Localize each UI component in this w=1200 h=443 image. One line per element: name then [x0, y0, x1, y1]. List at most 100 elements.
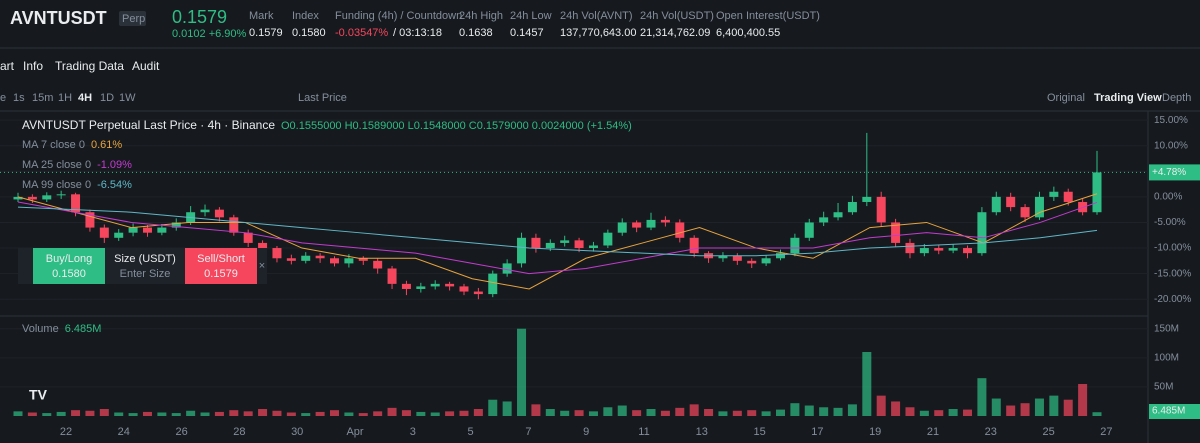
candle-body: [718, 255, 728, 259]
candle-body: [99, 227, 109, 238]
x-tick-label: 17: [811, 426, 823, 438]
candle-body: [416, 286, 426, 289]
candle-body: [488, 273, 498, 295]
candle-body: [747, 260, 757, 264]
sell-button[interactable]: [185, 248, 257, 284]
volume-bar: [934, 410, 944, 416]
interval[interactable]: 1H: [58, 92, 72, 104]
candle-body: [330, 258, 340, 264]
x-tick-label: 30: [291, 426, 303, 438]
candle-body: [574, 240, 584, 249]
badge: Perp: [122, 13, 145, 25]
candle-body: [919, 248, 929, 254]
volume-bar: [517, 328, 527, 416]
view-tab[interactable]: Original: [1047, 92, 1085, 104]
tab[interactable]: Info: [23, 59, 43, 73]
volume-bar: [171, 413, 181, 416]
ma-value: 0.61%: [91, 139, 122, 151]
candle-body: [214, 209, 224, 218]
candle-body: [200, 209, 210, 213]
candle-body: [934, 248, 944, 251]
buy-price[interactable]: 0.1580: [52, 268, 86, 280]
stat-value: -0.03547%: [335, 27, 388, 39]
volume-bar: [1049, 395, 1059, 416]
stat-value: 0.1457: [510, 27, 544, 39]
candle-body: [142, 227, 152, 233]
volume-bar: [1063, 399, 1073, 416]
candle-body: [531, 237, 541, 249]
stat-value: 6,400,400.55: [716, 27, 780, 39]
volume-bar: [775, 409, 785, 416]
ma-legend: MA 99 close 0: [22, 179, 91, 191]
volume-bar: [56, 411, 66, 416]
chart-title: AVNTUSDT Perpetual Last Price · 4h · Bin…: [22, 118, 275, 132]
candle-body: [617, 222, 627, 233]
interval[interactable]: 4H: [78, 92, 92, 104]
candle-body: [963, 248, 973, 254]
y-tick-label: -10.00%: [1154, 243, 1191, 254]
volume-bar: [732, 410, 742, 416]
x-tick-label: 15: [753, 426, 765, 438]
interval[interactable]: 15m: [32, 92, 53, 104]
x-tick-label: 3: [410, 426, 416, 438]
view-tab[interactable]: Trading View: [1094, 92, 1162, 104]
volume-bar: [761, 411, 771, 416]
candle-body: [876, 196, 886, 223]
buy-button[interactable]: [33, 248, 105, 284]
volume-bar: [200, 412, 210, 416]
volume-bar: [574, 410, 584, 416]
volume-bar: [502, 401, 512, 416]
size-label: Size (USDT): [114, 253, 176, 265]
interval[interactable]: e: [0, 92, 6, 104]
volume-bar: [891, 401, 901, 416]
tab[interactable]: art: [0, 59, 15, 73]
candle-body: [27, 196, 37, 200]
candle-body: [171, 222, 181, 228]
volume-bar: [387, 407, 397, 416]
volume-bar: [315, 411, 325, 416]
view-tab[interactable]: Depth: [1162, 92, 1191, 104]
volume-bar: [804, 405, 814, 416]
symbol[interactable]: AVNTUSDT: [10, 8, 107, 28]
interval[interactable]: 1s: [13, 92, 25, 104]
candle-body: [819, 217, 829, 223]
candle-body: [301, 255, 311, 261]
volume-bar: [790, 403, 800, 416]
volume-bar: [243, 411, 253, 416]
ma-line: [17, 206, 1098, 257]
volume-bar: [1020, 403, 1030, 416]
order-panel: Buy/Long 0.1580 Size (USDT) Enter Size S…: [18, 248, 267, 284]
close-icon[interactable]: ×: [259, 260, 265, 272]
size-input[interactable]: Enter Size: [120, 268, 171, 280]
volume-bar: [99, 409, 109, 416]
candle-body: [790, 237, 800, 254]
candle-body: [847, 201, 857, 213]
ma-line: [17, 193, 1098, 290]
stat-value: 21,314,762.09: [640, 27, 710, 39]
sell-price[interactable]: 0.1579: [204, 268, 238, 280]
tab[interactable]: Audit: [132, 59, 160, 73]
volume-bar: [42, 413, 52, 416]
candle-body: [272, 248, 282, 259]
sell-label[interactable]: Sell/Short: [197, 253, 245, 265]
ma-line: [17, 201, 1098, 275]
volume-bar: [401, 410, 411, 416]
volume-bar: [704, 409, 714, 416]
interval[interactable]: 1W: [119, 92, 136, 104]
buy-label[interactable]: Buy/Long: [46, 253, 92, 265]
candle-body: [502, 263, 512, 274]
volume-bar: [258, 409, 268, 416]
volume-tick-label: 150M: [1154, 323, 1179, 334]
price-type[interactable]: Last Price: [298, 92, 347, 104]
stat-value: 0.1580: [292, 27, 326, 39]
volume-bar: [977, 378, 987, 416]
volume-bar: [991, 398, 1001, 416]
volume-bar: [919, 410, 929, 416]
stat-label: Mark: [249, 10, 274, 22]
interval[interactable]: 1D: [100, 92, 114, 104]
candle-body: [517, 237, 527, 264]
volume-bar: [459, 410, 469, 416]
candle-body: [71, 194, 81, 213]
tab[interactable]: Trading Data: [55, 59, 124, 73]
candle-body: [1020, 207, 1030, 218]
